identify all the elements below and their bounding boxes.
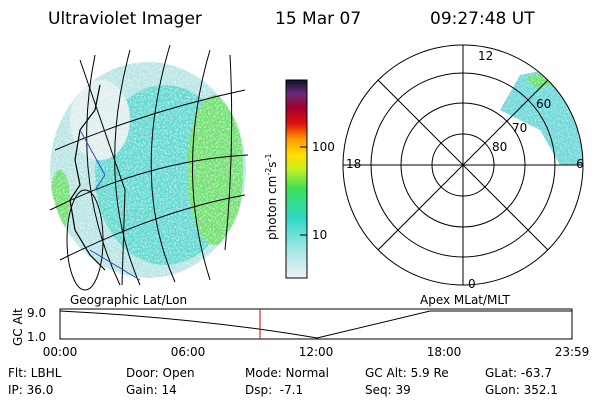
panel-label: Apex MLat/MLT: [420, 293, 510, 307]
status-field: Gain: 14: [126, 383, 177, 397]
status-field: Dsp: -7.1: [245, 383, 303, 397]
status-field: GLon: 352.1: [485, 383, 558, 397]
globe-image: [50, 62, 246, 278]
altitude-xtick: 00:00: [43, 345, 78, 359]
exponent: -2: [264, 168, 273, 176]
panel-label: Geographic Lat/Lon: [70, 293, 187, 307]
colorbar-tick-label: 10: [312, 228, 327, 242]
colorbar-tick-label: 100: [312, 140, 335, 154]
date: 15 Mar 07: [275, 9, 361, 29]
unit: photon cm: [265, 176, 279, 240]
status-field: GLat: -63.7: [485, 366, 552, 380]
status-field: GC Alt: 5.9 Re: [365, 366, 449, 380]
status-field: Mode: Normal: [245, 366, 329, 380]
altitude-xticks: 00:00 06:00 12:00 18:00 23:59: [43, 345, 590, 359]
unit: s: [265, 161, 279, 167]
altitude-xtick: 06:00: [171, 345, 206, 359]
footer: Flt: LBHL Door: Open Mode: Normal GC Alt: 5…: [8, 366, 558, 397]
altitude-ytick: 9.0: [27, 306, 46, 320]
colorbar-label: photon cm-2s-1: [264, 153, 279, 240]
altitude-frame: [59, 308, 573, 340]
altitude-xtick: 12:00: [299, 345, 334, 359]
altitude-ytick: 1.0: [27, 330, 46, 344]
status-field: Seq: 39: [365, 383, 411, 397]
mlt-label: 6: [576, 157, 584, 171]
time: 09:27:48 UT: [430, 9, 535, 29]
mlat-label: 60: [536, 97, 551, 111]
globe-grid: [49, 44, 249, 291]
status-field: IP: 36.0: [8, 383, 53, 397]
exponent: -1: [264, 153, 273, 161]
mlat-label: 70: [512, 121, 527, 135]
mlt-label: 12: [478, 49, 493, 63]
polar-grid: [342, 44, 584, 286]
altitude-xtick: 23:59: [555, 345, 590, 359]
altitude-ylabel: GC Alt: [11, 308, 25, 346]
altitude-curve: [59, 310, 572, 339]
title: Ultraviolet Imager: [48, 9, 202, 29]
status-field: Door: Open: [126, 366, 195, 380]
mlt-label: 0: [468, 277, 476, 291]
mlat-label: 80: [492, 140, 507, 154]
colorbar: [285, 79, 308, 279]
mlt-label: 18: [346, 157, 361, 171]
status-field: Flt: LBHL: [8, 366, 62, 380]
altitude-xtick: 18:00: [427, 345, 462, 359]
